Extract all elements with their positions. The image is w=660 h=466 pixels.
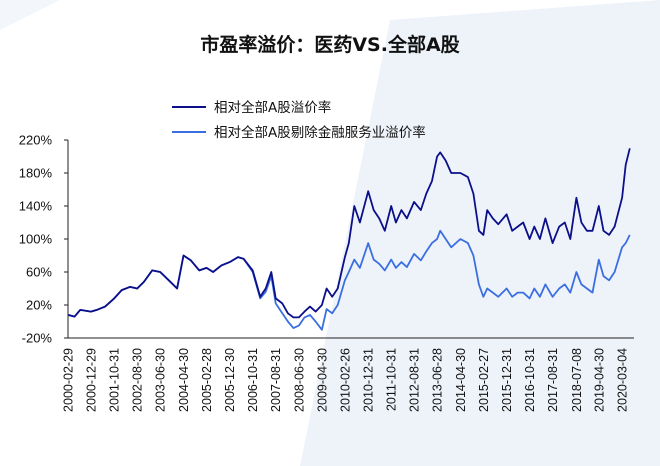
- x-tick-label: 2014-04-30: [454, 348, 468, 412]
- legend-label-series-2: 相对全部A股剔除金融服务业溢价率: [214, 124, 426, 141]
- x-tick-label: 2001-10-31: [108, 348, 122, 412]
- x-tick-label: 2003-06-30: [154, 348, 168, 412]
- chart-title: 市盈率溢价：医药VS.全部A股: [200, 34, 460, 56]
- legend: 相对全部A股溢价率 相对全部A股剔除金融服务业溢价率: [172, 99, 426, 141]
- x-tick-label: 2000-12-29: [84, 348, 98, 412]
- x-tick-label: 2000-02-29: [62, 348, 76, 412]
- x-tick-label: 2015-02-27: [477, 348, 491, 412]
- x-tick-label: 2005-12-30: [223, 348, 237, 412]
- x-tick-label: 2020-03-04: [616, 348, 630, 412]
- series-line-premium: [67, 148, 631, 319]
- x-tick-label: 2019-04-30: [592, 348, 606, 412]
- background-shape-left: [0, 0, 60, 30]
- y-tick-label: 100%: [19, 232, 53, 247]
- x-tick-label: 2015-12-31: [500, 348, 514, 412]
- x-tick-label: 2016-10-31: [523, 348, 537, 412]
- x-tick-label: 2005-02-28: [200, 348, 214, 412]
- x-tick-label: 2011-10-31: [385, 348, 399, 411]
- x-tick-label: 2018-07-08: [570, 348, 584, 412]
- x-tick-label: 2012-08-31: [408, 348, 422, 412]
- x-axis: 2000-02-29 2000-12-29 2001-10-31 2002-08-30…: [62, 337, 634, 412]
- legend-label-series-1: 相对全部A股溢价率: [214, 99, 331, 116]
- y-tick-label: 220%: [19, 133, 53, 148]
- plot-area: [67, 148, 631, 331]
- x-tick-label: 2017-08-31: [546, 348, 560, 412]
- y-tick-label: 140%: [19, 199, 53, 214]
- x-tick-label: 2008-06-30: [292, 348, 306, 412]
- x-tick-label: 2002-08-30: [131, 348, 145, 412]
- y-tick-label: 20%: [26, 298, 52, 313]
- x-tick-label: 2010-12-31: [362, 348, 376, 412]
- x-tick-label: 2004-04-30: [177, 348, 191, 412]
- y-tick-label: 60%: [26, 265, 52, 280]
- x-tick-label: 2006-10-31: [246, 348, 260, 412]
- y-tick-label: 180%: [19, 166, 53, 181]
- x-tick-label: 2007-08-31: [269, 348, 283, 412]
- x-tick-label: 2009-04-30: [315, 348, 329, 412]
- x-tick-label: 2010-02-26: [338, 348, 352, 412]
- x-tick-label: 2013-06-28: [431, 348, 445, 412]
- y-axis: 220% 180% 140% 100% 60% 20% -20%: [19, 133, 69, 346]
- y-tick-label: -20%: [22, 331, 53, 346]
